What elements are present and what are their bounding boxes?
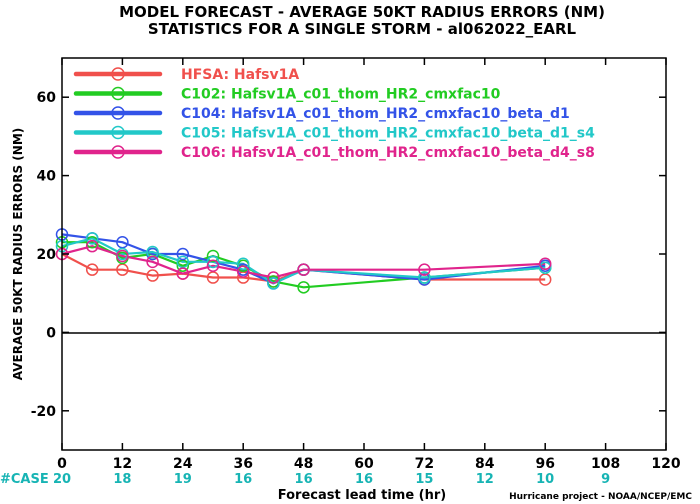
legend-label: HFSA: Hafsv1A bbox=[181, 67, 299, 83]
case-count: 12 bbox=[476, 472, 494, 487]
x-tick-label: 24 bbox=[173, 456, 193, 472]
y-tick-label: 40 bbox=[37, 169, 57, 185]
series-markers bbox=[55, 228, 552, 294]
x-tick-label: 96 bbox=[535, 456, 554, 472]
series-lines bbox=[61, 233, 546, 289]
x-tick-label: 48 bbox=[294, 456, 313, 472]
data-point bbox=[176, 255, 190, 269]
data-point bbox=[146, 255, 159, 269]
legend-label: C105: Hafsv1A_c01_thom_HR2_cmxfac10_beta… bbox=[181, 126, 595, 142]
legend-marker bbox=[111, 67, 125, 81]
x-tick-label: 108 bbox=[591, 456, 620, 472]
x-tick-label: 72 bbox=[415, 456, 434, 472]
data-point bbox=[116, 249, 129, 263]
data-point bbox=[146, 269, 159, 282]
case-count: 19 bbox=[174, 472, 192, 487]
legend: HFSA: Hafsv1A C102: Hafsv1A_c01_thom_HR2_… bbox=[73, 67, 595, 161]
data-point bbox=[85, 232, 99, 245]
data-point bbox=[267, 277, 280, 290]
data-point bbox=[206, 259, 220, 273]
series-line-3 bbox=[61, 237, 546, 285]
legend-marker bbox=[111, 145, 125, 159]
data-point bbox=[116, 235, 129, 249]
data-point bbox=[297, 263, 310, 276]
data-point bbox=[206, 255, 220, 269]
data-point bbox=[538, 257, 552, 271]
x-axis-label: Forecast lead time (hr) bbox=[278, 488, 446, 503]
data-point bbox=[85, 263, 99, 276]
data-point bbox=[538, 273, 552, 286]
data-point bbox=[146, 245, 159, 259]
case-count: 16 bbox=[234, 472, 252, 487]
case-count-row: #CASE 20 18 19 16 16 16 15 12 10 9 bbox=[0, 472, 610, 487]
y-axis-label: AVERAGE 50KT RADIUS ERRORS (NM) bbox=[11, 128, 25, 380]
case-count: 20 bbox=[53, 472, 71, 487]
y-tick-label: 60 bbox=[37, 90, 57, 106]
data-point bbox=[206, 249, 220, 263]
chart-title: MODEL FORECAST - AVERAGE 50KT RADIUS ERR… bbox=[119, 3, 605, 21]
chart-subtitle: STATISTICS FOR A SINGLE STORM - al062022… bbox=[148, 20, 577, 38]
y-tick-label: 20 bbox=[37, 247, 57, 263]
legend-marker bbox=[111, 86, 125, 101]
data-point bbox=[236, 271, 250, 284]
legend-marker bbox=[111, 106, 125, 120]
data-point bbox=[236, 265, 250, 278]
data-point bbox=[85, 235, 99, 249]
legend-label: C106: Hafsv1A_c01_thom_HR2_cmxfac10_beta… bbox=[181, 145, 595, 161]
data-point bbox=[176, 247, 190, 261]
series-line-4 bbox=[61, 245, 546, 279]
case-count: 15 bbox=[415, 472, 433, 487]
case-count: 10 bbox=[536, 472, 554, 487]
case-label: #CASE bbox=[0, 472, 49, 487]
data-point bbox=[116, 263, 129, 276]
y-tick-label: -20 bbox=[31, 404, 57, 420]
legend-label: C102: Hafsv1A_c01_thom_HR2_cmxfac10 bbox=[181, 87, 501, 103]
x-tick-label: 60 bbox=[354, 456, 374, 472]
legend-marker bbox=[111, 125, 125, 140]
data-point bbox=[176, 267, 190, 280]
axis-ticks: 0 12 24 36 48 60 72 84 96 108 120 -20 0 20 40 60 bbox=[31, 58, 681, 472]
x-tick-label: 0 bbox=[57, 456, 67, 472]
x-tick-label: 12 bbox=[113, 456, 132, 472]
footer-credit: Hurricane project - NOAA/NCEP/EMC bbox=[509, 492, 692, 502]
data-point bbox=[418, 271, 431, 284]
legend-label: C104: Hafsv1A_c01_thom_HR2_cmxfac10_beta… bbox=[181, 106, 570, 122]
x-tick-label: 120 bbox=[651, 456, 680, 472]
case-count: 16 bbox=[355, 472, 373, 487]
data-point bbox=[236, 257, 250, 271]
x-tick-label: 84 bbox=[475, 456, 495, 472]
data-point bbox=[206, 271, 220, 284]
data-point bbox=[85, 239, 99, 253]
case-count: 16 bbox=[295, 472, 313, 487]
case-count: 9 bbox=[601, 472, 610, 487]
data-point bbox=[538, 261, 552, 274]
case-count: 18 bbox=[113, 472, 131, 487]
data-point bbox=[297, 281, 310, 294]
data-point bbox=[267, 271, 280, 284]
data-point bbox=[418, 263, 431, 276]
y-tick-label: 0 bbox=[46, 325, 56, 341]
data-point bbox=[176, 259, 190, 273]
x-tick-label: 36 bbox=[233, 456, 252, 472]
